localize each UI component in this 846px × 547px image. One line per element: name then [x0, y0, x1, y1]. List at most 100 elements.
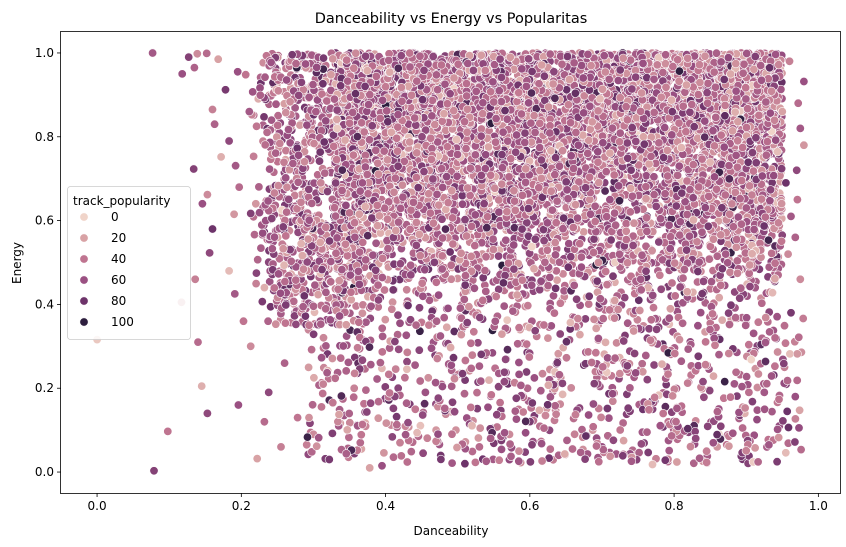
data-point — [475, 312, 485, 322]
data-point — [402, 398, 412, 408]
data-point — [767, 371, 777, 381]
data-point — [495, 398, 505, 408]
data-point — [422, 433, 432, 443]
data-point — [208, 224, 218, 234]
data-point — [561, 353, 571, 363]
data-point — [371, 238, 381, 248]
data-point — [355, 438, 365, 448]
data-point — [475, 423, 485, 433]
data-point — [716, 421, 726, 431]
data-point — [474, 442, 484, 452]
data-point — [796, 445, 806, 455]
data-point — [252, 121, 262, 131]
data-point — [344, 408, 354, 418]
data-point — [780, 338, 790, 348]
data-point — [514, 446, 524, 456]
data-point — [250, 230, 260, 240]
data-point — [521, 428, 531, 438]
data-point — [473, 433, 483, 443]
data-point — [253, 255, 263, 265]
data-point — [770, 361, 780, 371]
data-point — [621, 219, 631, 229]
data-point — [373, 413, 383, 423]
data-point — [665, 304, 675, 314]
data-point — [778, 416, 788, 426]
data-point — [591, 348, 601, 358]
data-point — [349, 383, 359, 393]
data-point — [353, 343, 363, 353]
data-point — [705, 386, 715, 396]
data-point — [379, 448, 389, 458]
data-point — [667, 278, 677, 288]
data-point — [257, 297, 267, 307]
data-point — [516, 380, 526, 390]
data-point — [448, 353, 458, 363]
data-point — [302, 440, 312, 450]
data-point — [205, 248, 215, 258]
data-point — [377, 461, 387, 471]
data-point — [372, 374, 382, 384]
data-point — [604, 413, 614, 423]
data-point — [641, 350, 651, 360]
data-point — [321, 341, 331, 351]
data-point — [790, 414, 800, 424]
data-point — [499, 377, 509, 387]
data-point — [328, 398, 338, 408]
data-point — [177, 69, 187, 79]
data-point — [757, 298, 767, 308]
data-point — [443, 303, 453, 313]
data-point — [525, 457, 535, 467]
data-point — [406, 447, 416, 457]
data-point — [387, 304, 397, 314]
data-point — [469, 327, 479, 337]
data-point — [564, 239, 574, 249]
data-point — [402, 364, 412, 374]
data-point — [536, 386, 546, 396]
data-point — [388, 285, 398, 295]
data-point — [483, 402, 493, 412]
data-point — [545, 392, 555, 402]
data-point — [361, 385, 371, 395]
data-point — [308, 400, 318, 410]
data-point — [643, 447, 653, 457]
data-point — [605, 451, 615, 461]
data-point — [357, 308, 367, 318]
data-point — [608, 271, 618, 281]
data-point — [402, 357, 412, 367]
data-point — [588, 399, 598, 409]
data-point — [737, 382, 747, 392]
data-point — [410, 360, 420, 370]
data-point — [647, 459, 657, 469]
data-point — [782, 406, 792, 416]
data-point — [357, 355, 367, 365]
data-point — [233, 400, 243, 410]
data-point — [447, 397, 457, 407]
data-point — [373, 397, 383, 407]
data-point — [798, 313, 808, 323]
data-point — [725, 267, 735, 277]
data-point — [584, 410, 594, 420]
data-point — [514, 357, 524, 367]
data-point — [753, 317, 763, 327]
data-point — [254, 182, 264, 192]
data-point — [499, 301, 509, 311]
data-point — [472, 388, 482, 398]
data-point — [729, 379, 739, 389]
data-point — [402, 285, 412, 295]
data-points — [92, 48, 809, 476]
data-point — [672, 457, 682, 467]
data-point — [795, 405, 805, 415]
data-point — [562, 435, 572, 445]
data-point — [714, 350, 724, 360]
data-point — [794, 423, 804, 433]
data-point — [655, 421, 665, 431]
data-point — [699, 392, 709, 402]
data-point — [343, 357, 353, 367]
data-point — [664, 446, 674, 456]
data-point — [636, 439, 646, 449]
data-point — [184, 52, 194, 62]
data-point — [221, 85, 231, 95]
data-point — [420, 399, 430, 409]
data-point — [567, 444, 577, 454]
